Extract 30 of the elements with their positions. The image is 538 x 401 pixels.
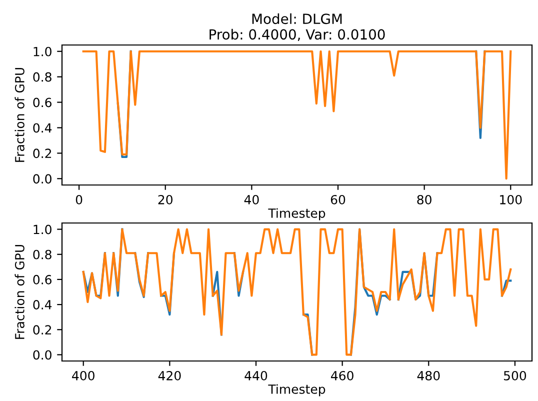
x-tick-label: 60 xyxy=(330,194,346,204)
y-tick-label: 0.4 xyxy=(33,123,52,133)
x-tick-label: 460 xyxy=(331,370,354,380)
x-tick-label: 500 xyxy=(504,370,526,380)
y-axis-title: Fraction of GPU xyxy=(14,244,24,339)
x-tick-label: 420 xyxy=(158,370,181,380)
chart-title: Model: DLGM Prob: 0.4000, Var: 0.0100 xyxy=(210,13,385,42)
x-tick-label: 80 xyxy=(417,194,432,204)
y-tick-label: 0.6 xyxy=(33,98,52,108)
y-axis-title: Fraction of GPU xyxy=(14,68,24,162)
x-tick-label: 480 xyxy=(417,370,440,380)
x-tick-label: 40 xyxy=(244,194,259,204)
y-tick-label: 0.2 xyxy=(33,325,52,335)
x-tick-label: 400 xyxy=(72,370,94,380)
x-tick-label: 440 xyxy=(244,370,268,380)
x-axis-title: Timestep xyxy=(268,384,326,396)
line-series xyxy=(82,50,512,180)
y-tick-label: 0.4 xyxy=(33,300,52,310)
x-axis-title: Timestep xyxy=(268,208,326,220)
y-tick-label: 0.8 xyxy=(33,72,52,82)
x-tick-label: 20 xyxy=(158,194,172,204)
x-tick-label: 0 xyxy=(76,194,82,204)
y-tick-label: 0.8 xyxy=(33,250,52,260)
y-tick-label: 0.2 xyxy=(33,148,52,158)
y-tick-label: 1.0 xyxy=(34,46,52,56)
y-tick-label: 0.6 xyxy=(33,274,52,284)
x-tick-label: 100 xyxy=(500,194,522,204)
y-tick-label: 0.0 xyxy=(33,174,52,184)
y-tick-label: 0.0 xyxy=(33,350,52,360)
y-tick-label: 1.0 xyxy=(34,224,52,234)
